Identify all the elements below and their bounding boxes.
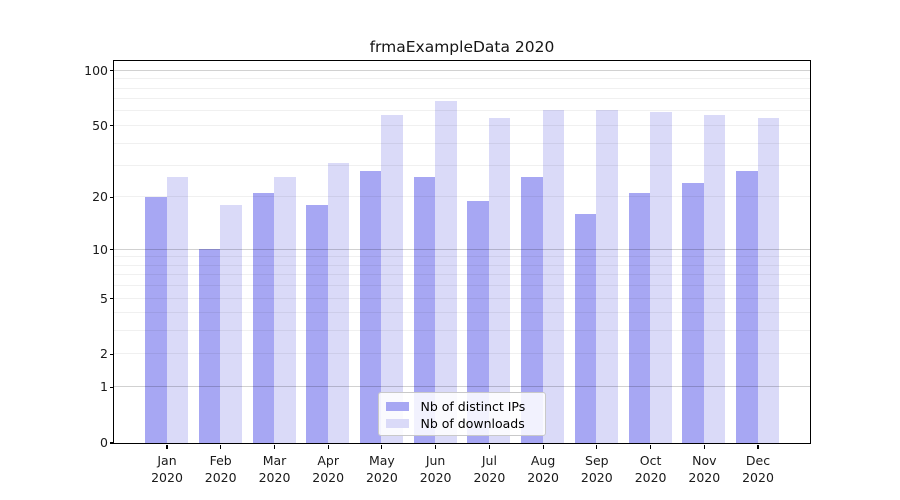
legend: Nb of distinct IPs Nb of downloads (377, 391, 546, 436)
x-tick (435, 444, 437, 449)
x-tick (327, 444, 329, 449)
x-tick (220, 444, 222, 449)
x-tick-label: Aug 2020 (527, 453, 559, 485)
x-tick-label: Feb 2020 (204, 453, 237, 485)
gridline-minor (113, 274, 810, 276)
bar-downloads-apr (327, 163, 350, 443)
bar-distinct-ips-may (359, 170, 382, 443)
bar-distinct-ips-apr (306, 205, 328, 443)
gridline-minor (113, 98, 810, 100)
bar-distinct-ips-aug (521, 176, 543, 443)
bar-downloads-jun (435, 101, 457, 443)
bar-distinct-ips-dec (736, 170, 758, 443)
gridline-minor (113, 264, 810, 266)
bar-downloads-oct (650, 112, 672, 443)
gridline-major (113, 69, 810, 71)
y-tick (109, 353, 114, 355)
gridline-minor (113, 165, 810, 166)
plot-area: Nb of distinct IPs Nb of downloads (112, 59, 811, 444)
y-tick-label: 5 (100, 290, 108, 306)
bar-distinct-ips-oct (628, 193, 651, 443)
bar-downloads-jul (488, 117, 511, 443)
bar-downloads-sep (596, 109, 618, 443)
x-tick (596, 444, 598, 449)
gridline-minor (113, 110, 810, 112)
bar-distinct-ips-mar (252, 193, 274, 443)
gridline-minor (113, 353, 810, 355)
x-tick (273, 444, 276, 449)
gridline-minor (113, 285, 810, 287)
y-tick (109, 386, 114, 388)
x-tick-label: Nov 2020 (688, 453, 721, 485)
x-tick-label: Oct 2020 (634, 453, 667, 485)
bar-distinct-ips-nov (682, 182, 704, 443)
bar-downloads-mar (274, 176, 296, 443)
gridline-minor (113, 297, 810, 299)
y-tick-label: 20 (92, 189, 108, 205)
bar-downloads-jan (166, 176, 188, 443)
bar-distinct-ips-sep (574, 214, 597, 443)
x-tick-label: Mar 2020 (258, 453, 291, 485)
x-tick-label: Apr 2020 (312, 453, 345, 485)
x-tick (757, 444, 759, 449)
legend-label-downloads: Nb of downloads (420, 415, 525, 431)
y-tick (109, 442, 114, 444)
x-tick (703, 444, 705, 449)
y-tick (109, 297, 114, 300)
x-tick-label: Jun 2020 (419, 453, 452, 485)
gridline-minor (113, 142, 810, 144)
legend-swatch-distinct-ips (385, 401, 409, 411)
y-tick-label: 2 (100, 346, 108, 362)
bar-downloads-may (381, 115, 403, 443)
y-tick-label: 100 (84, 62, 108, 78)
y-tick (109, 125, 114, 127)
y-tick (109, 249, 114, 251)
bar-distinct-ips-feb (198, 249, 221, 443)
gridline-minor (113, 124, 810, 126)
legend-item-downloads: Nb of downloads (385, 415, 537, 432)
x-tick (381, 444, 383, 449)
bar-distinct-ips-jul (467, 200, 489, 443)
legend-item-distinct-ips: Nb of distinct IPs (385, 398, 537, 415)
legend-label-distinct-ips: Nb of distinct IPs (420, 398, 526, 414)
x-tick (488, 444, 490, 449)
y-tick-label: 0 (100, 435, 108, 450)
gridline-minor (113, 312, 810, 314)
gridline-minor (113, 330, 810, 332)
y-tick-label: 10 (92, 241, 108, 257)
x-tick (166, 444, 168, 449)
bar-downloads-dec (757, 117, 779, 443)
y-tick (109, 70, 114, 72)
y-tick-label: 1 (100, 379, 108, 395)
chart-title: frmaExampleData 2020 (369, 38, 555, 56)
bar-distinct-ips-jun (413, 176, 436, 443)
gridline-minor (113, 78, 810, 80)
x-tick (542, 444, 544, 449)
x-tick-label: Sep 2020 (580, 453, 613, 485)
x-tick-label: Dec 2020 (742, 453, 774, 485)
bar-downloads-feb (220, 205, 242, 443)
x-tick-label: May 2020 (365, 453, 398, 485)
bar-downloads-aug (542, 109, 565, 443)
gridline-major (113, 386, 810, 388)
y-tick-label: 50 (92, 117, 108, 133)
bar-distinct-ips-jan (145, 196, 167, 443)
bar-downloads-nov (703, 115, 726, 443)
x-tick-label: Jul 2020 (473, 453, 506, 485)
bars-layer (114, 61, 810, 443)
x-tick (650, 444, 652, 449)
gridline-minor (113, 256, 810, 258)
x-tick-label: Jan 2020 (151, 453, 183, 485)
gridline-minor (113, 196, 810, 198)
legend-swatch-downloads (385, 418, 409, 428)
gridline-major (113, 248, 810, 250)
y-tick (109, 196, 114, 198)
gridline-minor (113, 87, 810, 89)
grid-layer (113, 61, 810, 443)
